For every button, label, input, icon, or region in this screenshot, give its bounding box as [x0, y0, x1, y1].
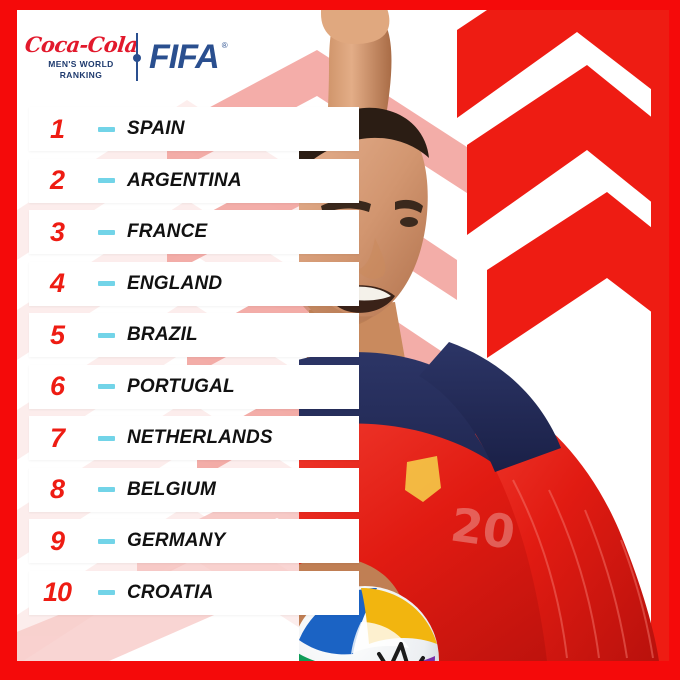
- fifa-wordmark: FIFA: [149, 38, 220, 76]
- rank-position: 5: [49, 319, 65, 350]
- fifa-logo: FIFA ®: [149, 38, 228, 76]
- subtitle-line-1: MEN'S WORLD: [48, 59, 114, 70]
- ranking-list: 1 SPAIN 2 ARGENTINA 3 FRANCE 4 ENGLAND 5 BRAZIL 6 P…: [29, 107, 359, 622]
- team-name: GERMANY: [127, 530, 226, 551]
- registered-trademark-icon: ®: [221, 41, 228, 50]
- logo-divider: [133, 33, 141, 81]
- movement-no-change-icon: [85, 384, 127, 389]
- rank-position: 2: [49, 165, 65, 195]
- dash-glyph: [97, 332, 115, 338]
- svg-text:20: 20: [447, 497, 518, 559]
- coca-cola-wordmark: Coca-Cola: [23, 32, 139, 58]
- rank-position: 10: [42, 577, 72, 607]
- movement-no-change-icon: [85, 590, 127, 595]
- movement-no-change-icon: [85, 229, 127, 235]
- dash-glyph: [97, 178, 115, 183]
- dash-glyph: [97, 126, 115, 132]
- rank-position: 7: [49, 422, 65, 453]
- rank-position: 9: [49, 525, 65, 556]
- ranking-row[interactable]: 6 PORTUGAL: [29, 364, 359, 409]
- dash-glyph: [97, 384, 115, 389]
- movement-no-change-icon: [85, 435, 127, 441]
- team-name: PORTUGAL: [127, 375, 235, 397]
- team-name: CROATIA: [127, 581, 214, 603]
- movement-no-change-icon: [85, 126, 127, 132]
- movement-no-change-icon: [85, 487, 127, 492]
- graphic-canvas: 20: [17, 10, 669, 661]
- subtitle-line-2: RANKING: [59, 69, 103, 80]
- ranking-row[interactable]: 2 ARGENTINA: [29, 158, 359, 203]
- dash-glyph: [97, 487, 115, 492]
- dash-glyph: [97, 435, 115, 441]
- ranking-row[interactable]: 8 BELGIUM: [29, 467, 359, 512]
- ranking-row[interactable]: 10 CROATIA: [29, 570, 359, 615]
- movement-no-change-icon: [85, 332, 127, 338]
- dash-glyph: [97, 229, 115, 235]
- dash-glyph: [97, 538, 115, 544]
- ranking-row[interactable]: 3 FRANCE: [29, 210, 359, 254]
- ranking-row[interactable]: 5 BRAZIL: [29, 313, 359, 357]
- team-name: FRANCE: [127, 221, 208, 242]
- ranking-row[interactable]: 4 ENGLAND: [29, 261, 359, 306]
- team-name: SPAIN: [127, 118, 185, 139]
- dash-glyph: [97, 590, 115, 595]
- movement-no-change-icon: [85, 281, 127, 286]
- movement-no-change-icon: [85, 538, 127, 544]
- rank-position: 4: [49, 268, 65, 298]
- rank-position: 1: [49, 113, 65, 144]
- coca-cola-logo: Coca-Cola MEN'S WORLD RANKING: [23, 32, 138, 79]
- rank-position: 6: [49, 371, 65, 401]
- dash-glyph: [97, 281, 115, 286]
- movement-no-change-icon: [85, 178, 127, 183]
- coca-cola-fifa-logo-lockup: Coca-Cola MEN'S WORLD RANKING FIFA ®: [23, 26, 228, 88]
- rank-position: 3: [49, 216, 65, 247]
- ranking-row[interactable]: 7 NETHERLANDS: [29, 416, 359, 460]
- team-name: ENGLAND: [127, 272, 223, 294]
- rank-position: 8: [49, 474, 65, 504]
- ranking-row[interactable]: 1 SPAIN: [29, 107, 359, 151]
- ranking-row[interactable]: 9 GERMANY: [29, 519, 359, 563]
- team-name: BELGIUM: [127, 478, 217, 500]
- team-name: NETHERLANDS: [127, 427, 273, 448]
- divider-dot-icon: [133, 54, 141, 62]
- team-name: BRAZIL: [127, 324, 198, 345]
- team-name: ARGENTINA: [127, 169, 242, 191]
- coca-cola-subtitle: MEN'S WORLD RANKING: [48, 59, 113, 79]
